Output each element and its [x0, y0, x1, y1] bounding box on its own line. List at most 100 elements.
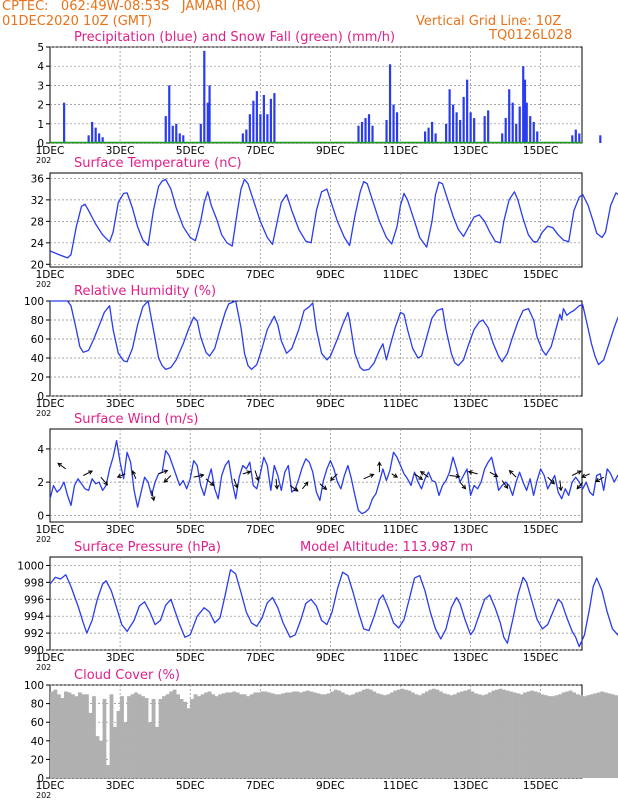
y-tick-label: 0 — [37, 510, 44, 522]
precip-bar — [164, 116, 167, 143]
cloud-bar — [316, 693, 321, 778]
panel-temp: 1DEC 3DEC 5DEC 7DEC 9DEC 11DEC 13DEC 15DEC 202 20… — [31, 156, 618, 289]
y-tick-label: 20 — [31, 754, 44, 766]
panel-frame — [49, 172, 583, 268]
cloud-bar — [102, 698, 107, 778]
cloud-bar — [344, 694, 349, 778]
cloud-bar — [453, 694, 457, 778]
x-tick-label: 5DEC — [176, 652, 205, 664]
precip-bar — [371, 125, 374, 143]
cloud-bar — [232, 691, 237, 778]
precip-bar — [574, 129, 577, 143]
precip-bar — [392, 104, 395, 143]
panel-frame — [49, 556, 583, 651]
precip-bar — [473, 118, 476, 143]
cloud-bar — [361, 689, 366, 778]
y-tick-label: 4 — [37, 444, 44, 456]
x-tick-label: 15DEC — [523, 145, 558, 157]
x-tick-label: 9DEC — [316, 652, 345, 664]
cloud-bar — [81, 694, 86, 778]
cloud-bar — [186, 708, 191, 778]
cloud-bar — [207, 691, 212, 778]
cloud-bar — [291, 691, 296, 778]
y-tick-label: 996 — [24, 594, 44, 606]
cloud-bar — [323, 694, 328, 778]
cloud-bar — [228, 692, 233, 778]
wind-arrow — [83, 470, 94, 476]
wind-arrow-shaft — [581, 473, 590, 478]
cloud-bar — [561, 692, 566, 778]
precip-bar — [203, 50, 206, 144]
cloud-bar — [498, 688, 503, 778]
wind-arrow-shaft — [83, 470, 93, 476]
x-tick-label: 15DEC — [523, 398, 558, 410]
x-tick-label: 5DEC — [176, 524, 205, 536]
precip-bar — [423, 131, 427, 143]
panel-title: Relative Humidity (%) — [74, 284, 216, 299]
wind-arrow — [254, 470, 260, 482]
precip-bar — [262, 95, 265, 143]
wind-arrow-head — [163, 478, 169, 483]
cloud-bar — [144, 698, 149, 778]
y-tick-label: 32 — [31, 195, 44, 207]
cloud-bar — [92, 696, 96, 778]
wind-arrow-shaft — [559, 480, 562, 491]
cloud-bar — [470, 691, 475, 778]
x-tick-label: 7DEC — [246, 145, 275, 157]
cloud-bar — [582, 696, 587, 778]
wind-arrow-head — [303, 481, 309, 487]
precip-bar — [87, 135, 90, 143]
cloud-bar — [197, 696, 201, 778]
wind-arrow-head — [322, 485, 328, 490]
cloud-bar — [547, 696, 552, 778]
pres-line — [49, 569, 618, 648]
cloud-bar — [284, 692, 289, 778]
wind-arrow-head — [274, 484, 280, 490]
y-tick-label: 20 — [31, 372, 44, 384]
x-tick-label: 3DEC — [106, 780, 135, 792]
wind-arrow-head — [131, 470, 137, 476]
wind-arrow-shaft — [289, 485, 299, 492]
cloud-bar — [221, 693, 226, 778]
wind-arrow — [301, 481, 309, 490]
cloud-bar — [305, 690, 310, 778]
cloud-bar — [512, 692, 517, 778]
cloud-bar — [463, 690, 468, 778]
precip-bar — [427, 127, 430, 143]
cloud-bar — [239, 694, 244, 778]
cloud-bar — [162, 696, 166, 778]
cloud-bar — [526, 691, 531, 778]
x-tick-label: 7DEC — [246, 398, 275, 410]
x-year-label: 202 — [36, 409, 51, 418]
wind-arrow-head — [550, 479, 555, 485]
cloud-bar — [120, 696, 124, 778]
cloud-bar — [351, 694, 356, 778]
y-tick-label: 36 — [31, 173, 45, 185]
wind-arrow-head — [293, 487, 299, 492]
wind-arrow-shaft — [193, 474, 204, 478]
cloud-bar — [505, 690, 510, 778]
cloud-bar — [614, 695, 618, 778]
x-tick-label: 13DEC — [453, 398, 488, 410]
x-tick-label: 1DEC — [36, 524, 65, 536]
panel-annotation: Model Altitude: 113.987 m — [300, 540, 473, 555]
precip-bar — [360, 121, 364, 143]
cloud-bar — [165, 694, 170, 778]
cloud-bar — [365, 688, 370, 778]
cloud-bar — [354, 692, 359, 778]
precip-bar — [483, 116, 486, 143]
precip-bar — [94, 127, 97, 143]
y-tick-label: 40 — [31, 353, 44, 365]
x-tick-label: 11DEC — [383, 780, 418, 792]
cloud-bar — [200, 694, 205, 778]
wind-arrow-head — [116, 473, 122, 479]
wind-arrow-head — [103, 480, 109, 486]
header-run-time: 01DEC2020 10Z (GMT) — [2, 14, 153, 29]
precip-bar — [357, 125, 360, 143]
precip-bar — [388, 64, 392, 143]
precip-bar — [522, 66, 525, 143]
wind-arrow-shaft — [420, 471, 429, 478]
wind-arrow-shaft — [233, 478, 238, 488]
cloud-bar — [586, 695, 591, 778]
